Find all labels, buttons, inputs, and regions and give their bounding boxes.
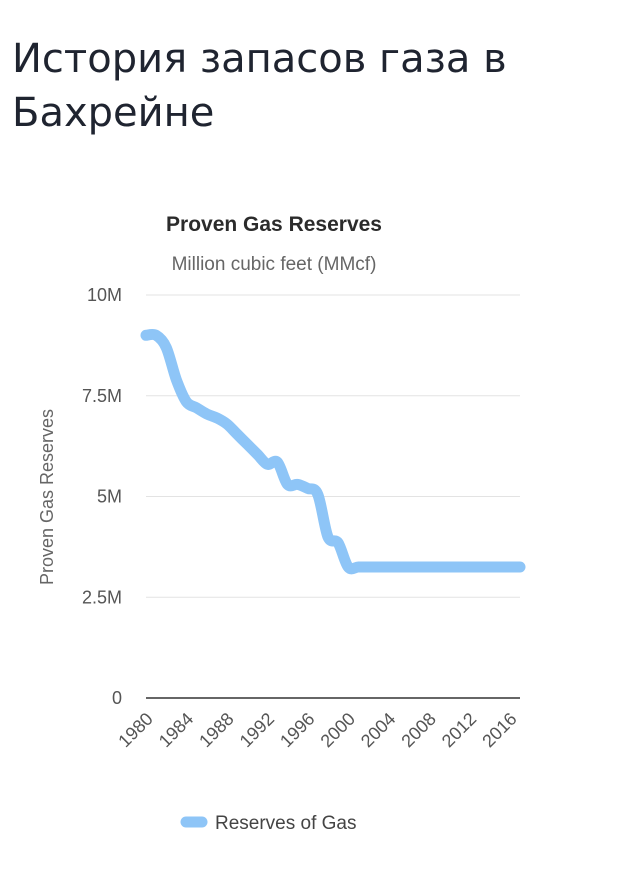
data-point <box>204 411 209 416</box>
y-tick-label: 7.5M <box>82 386 122 406</box>
x-tick-label: 2000 <box>317 709 359 751</box>
x-tick-label: 1996 <box>276 709 318 751</box>
y-tick-label: 5M <box>97 487 122 507</box>
data-point <box>164 345 169 350</box>
data-point <box>265 462 270 467</box>
series-layer <box>140 328 526 575</box>
data-point <box>315 492 320 497</box>
data-point <box>507 565 512 570</box>
x-tick-label: 1988 <box>195 709 237 751</box>
data-point <box>184 399 189 404</box>
y-tick-label: 0 <box>112 688 122 708</box>
x-tick-label: 1980 <box>114 709 156 751</box>
grid-lines <box>146 294 520 699</box>
data-point <box>245 442 250 447</box>
data-point <box>255 452 260 457</box>
x-tick-label: 2008 <box>397 709 439 751</box>
data-point <box>416 565 421 570</box>
data-point <box>346 565 351 570</box>
x-tick-label: 2012 <box>438 709 480 751</box>
data-point <box>224 421 229 426</box>
data-point <box>518 565 522 570</box>
legend-label: Reserves of Gas <box>215 813 357 834</box>
data-point <box>325 534 330 539</box>
y-axis-label: Proven Gas Reserves <box>37 409 57 585</box>
data-point <box>457 565 462 570</box>
data-point <box>406 565 411 570</box>
chart-subtitle: Million cubic feet (MMcf) <box>172 254 377 275</box>
data-point <box>376 565 381 570</box>
data-point <box>194 405 199 410</box>
data-point <box>144 333 148 338</box>
legend[interactable]: Reserves of Gas <box>180 813 357 834</box>
data-point <box>275 460 280 465</box>
data-point <box>366 565 371 570</box>
x-tick-label: 2016 <box>478 709 520 751</box>
data-point <box>497 565 502 570</box>
data-point <box>437 565 442 570</box>
chart-title: Proven Gas Reserves <box>166 213 382 236</box>
data-point <box>427 565 432 570</box>
x-tick-label: 1984 <box>155 709 197 751</box>
data-point <box>285 482 290 487</box>
data-point <box>487 565 492 570</box>
data-point <box>214 415 219 420</box>
y-tick-label: 10M <box>87 285 122 305</box>
data-point <box>336 540 341 545</box>
series-line-0 <box>140 328 526 575</box>
data-point <box>305 486 310 491</box>
y-tick-labels: 0 2.5M 5M 7.5M 10M <box>82 285 122 708</box>
x-tick-label: 2004 <box>357 709 399 751</box>
data-point <box>477 565 482 570</box>
data-point <box>396 565 401 570</box>
y-tick-label: 2.5M <box>82 587 122 607</box>
data-point <box>447 565 452 570</box>
x-tick-label: 1992 <box>236 709 278 751</box>
page-title: История запасов газа в Бахрейне <box>12 36 507 136</box>
data-point <box>467 565 472 570</box>
data-point <box>295 482 300 487</box>
data-point <box>234 432 239 437</box>
data-point <box>386 565 391 570</box>
data-point <box>154 333 159 338</box>
data-point <box>356 565 361 570</box>
data-point <box>174 377 179 382</box>
